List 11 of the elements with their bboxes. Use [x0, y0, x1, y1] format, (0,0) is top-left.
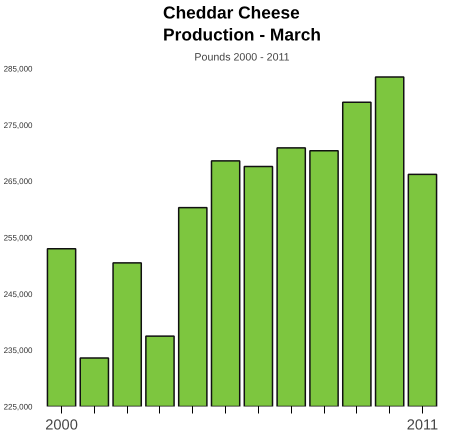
y-tick-label: 225,000: [4, 402, 34, 412]
y-tick-label: 275,000: [4, 120, 34, 130]
chart-title: Cheddar Cheese Production - March: [163, 2, 321, 44]
x-tick-label: 2011: [406, 418, 438, 434]
chart-subtitle: Pounds 2000 - 2011: [194, 52, 290, 64]
y-tick-label: 265,000: [4, 177, 34, 186]
y-tick-label: 245,000: [4, 290, 34, 299]
x-tick-label: 2000: [45, 418, 78, 434]
y-tick-label: 285,000: [4, 64, 34, 74]
y-tick-label: 235,000: [4, 346, 34, 356]
y-tick-label: 255,000: [4, 234, 34, 242]
